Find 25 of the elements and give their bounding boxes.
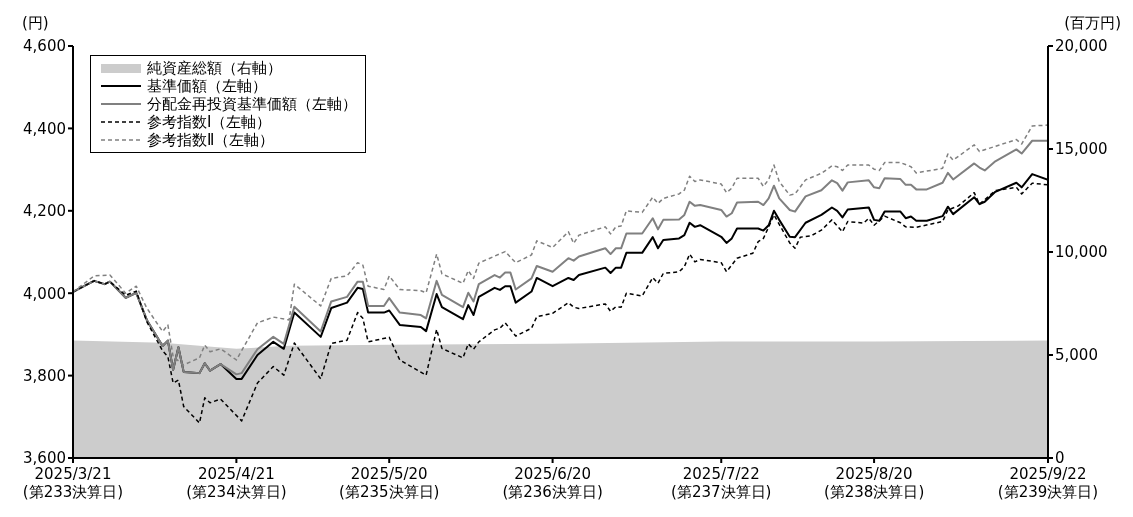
y-axis-title: (円): [22, 14, 49, 33]
legend-label: 参考指数Ⅱ（左軸）: [147, 131, 275, 149]
y-tick-label: 4,200: [23, 202, 66, 221]
y-tick-label: 3,600: [23, 449, 66, 468]
y-tick-label: 4,600: [23, 37, 66, 56]
y2-axis-title: (百万円): [1064, 14, 1121, 33]
x-tick-label: 2025/3/21 (第233決算日): [22, 465, 124, 501]
legend-label: 参考指数Ⅰ（左軸）: [147, 113, 272, 131]
y-tick-label: 4,400: [23, 119, 66, 138]
x-tick-label: 2025/8/20 (第238決算日): [823, 465, 925, 501]
x-tick-label: 2025/6/20 (第236決算日): [502, 465, 603, 501]
x-tick-label: 2025/4/21 (第234決算日): [186, 465, 287, 501]
x-tick-label: 2025/9/22 (第239決算日): [997, 465, 1099, 501]
y-tick-label: 3,800: [23, 366, 66, 385]
y2-tick-label: 10,000: [1055, 243, 1108, 262]
legend-label: 純資産総額（右軸）: [147, 59, 282, 77]
legend-label: 基準価額（左軸）: [147, 77, 267, 95]
x-tick-label: 2025/5/20 (第235決算日): [339, 465, 440, 501]
y-tick-label: 4,000: [23, 284, 66, 303]
y2-tick-label: 20,000: [1055, 37, 1108, 56]
x-tick-label: 2025/7/22 (第237決算日): [671, 465, 772, 501]
y2-tick-label: 15,000: [1055, 140, 1108, 159]
y2-tick-label: 5,000: [1055, 346, 1098, 365]
legend-label: 分配金再投資基準価額（左軸）: [147, 95, 357, 113]
y2-tick-label: 0: [1055, 449, 1065, 468]
